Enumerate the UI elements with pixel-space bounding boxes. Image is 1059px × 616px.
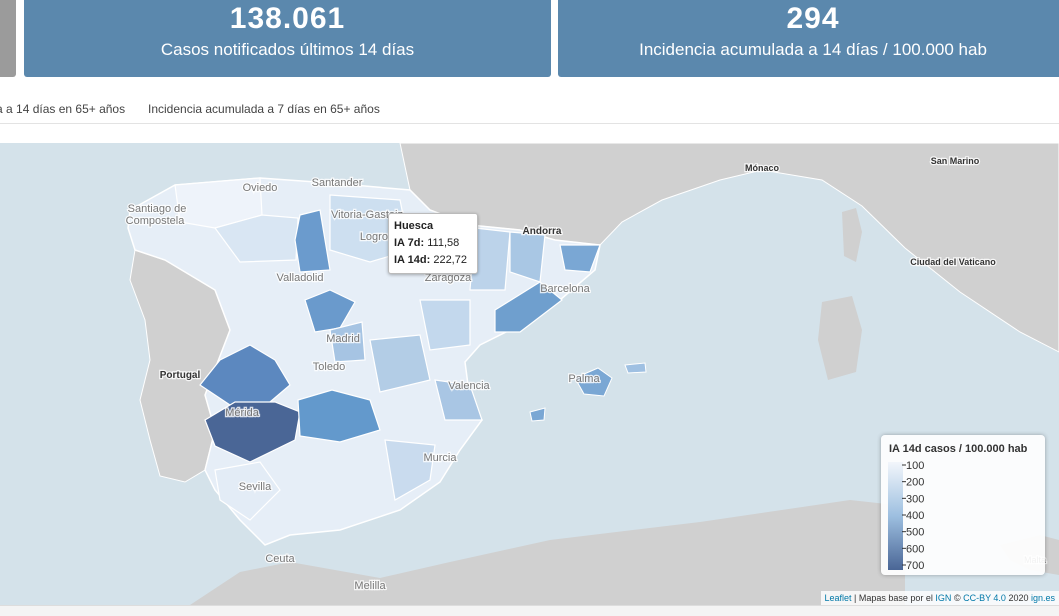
separator [0, 123, 1059, 124]
place-label: Oviedo [243, 182, 278, 194]
tooltip-row: IA 7d: 111,58 [394, 235, 472, 252]
legend-tick-label: 100 [906, 460, 924, 472]
place-label: Toledo [313, 361, 345, 373]
stat-card: 294 Incidencia acumulada a 14 días / 100… [558, 0, 1059, 77]
tooltip-label: IA 14d: [394, 254, 430, 266]
place-label: Murcia [423, 452, 457, 464]
place-label: Melilla [354, 580, 386, 592]
tooltip-row: IA 14d: 222,72 [394, 252, 472, 269]
place-label: Santander [312, 177, 363, 189]
attribution: Leaflet | Mapas base por el IGN © CC-BY … [821, 591, 1059, 605]
legend-tick-label: 400 [906, 510, 924, 522]
place-label: San Marino [931, 156, 980, 166]
stat-value: 138.061 [24, 2, 551, 36]
link[interactable]: ign.es [1031, 593, 1055, 603]
place-label: Compostela [126, 215, 186, 227]
place-label: Mérida [225, 407, 260, 419]
text: 2020 [1006, 593, 1031, 603]
legend-tick-label: 500 [906, 527, 924, 539]
place-label: Ceuta [265, 553, 295, 565]
link[interactable]: CC-BY 4.0 [963, 593, 1006, 603]
place-label: Mónaco [745, 163, 780, 173]
legend: IA 14d casos / 100.000 hab 100 200 300 400 5… [881, 435, 1045, 575]
legend-bar [888, 462, 903, 570]
text: © [951, 593, 963, 603]
stat-label: Incidencia acumulada a 14 días / 100.000… [558, 40, 1059, 60]
legend-graphic: IA 14d casos / 100.000 hab 100 200 300 400 5… [881, 435, 1045, 575]
tooltip-label: IA 7d: [394, 237, 424, 249]
legend-tick-label: 700 [906, 560, 924, 572]
legend-title: IA 14d casos / 100.000 hab [889, 443, 1028, 455]
tooltip-value: 222,72 [433, 254, 467, 266]
tab[interactable]: Incidencia acumulada a 7 días en 65+ año… [148, 102, 380, 116]
place-label: Valencia [448, 380, 490, 392]
tab[interactable]: a a 14 días en 65+ años [0, 102, 125, 116]
link[interactable]: Leaflet [825, 593, 852, 603]
tooltip-title: Huesca [394, 218, 472, 235]
footer-bar [0, 605, 1059, 616]
link[interactable]: IGN [935, 593, 951, 603]
tooltip-value: 111,58 [427, 237, 459, 249]
stat-label: Casos notificados últimos 14 días [24, 40, 551, 60]
stat-card: 138.061 Casos notificados últimos 14 día… [24, 0, 551, 77]
place-label: Portugal [160, 370, 201, 381]
place-label: Ciudad del Vaticano [910, 257, 996, 267]
stat-card-partial [0, 0, 16, 77]
place-label: Palma [568, 373, 600, 385]
place-label: Madrid [326, 333, 360, 345]
legend-tick-label: 600 [906, 543, 924, 555]
legend-tick-label: 300 [906, 493, 924, 505]
legend-tick-label: 200 [906, 477, 924, 489]
place-label: Valladolid [277, 272, 324, 284]
tooltip: Huesca IA 7d: 111,58 IA 14d: 222,72 [388, 213, 478, 274]
place-label: Sevilla [239, 481, 272, 493]
place-label: Barcelona [540, 283, 590, 295]
place-label: Santiago de [128, 203, 187, 215]
stat-value: 294 [558, 2, 1059, 36]
text: | Mapas base por el [852, 593, 936, 603]
island [625, 363, 646, 373]
place-label: Andorra [523, 226, 562, 237]
